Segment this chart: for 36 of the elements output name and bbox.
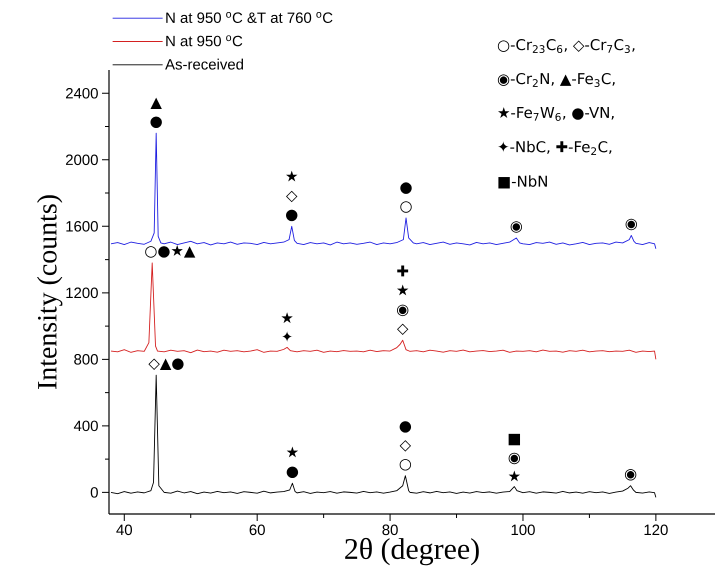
x-axis-title: 2θ (degree) <box>345 538 479 566</box>
legend-label: As-received <box>165 58 243 70</box>
annotation: ★ ✦ <box>281 312 293 342</box>
annotation: ★-Fe$_{7}$W$_{6}$, ●-VN, <box>498 107 614 121</box>
y-tick-label: 1600 <box>66 221 98 232</box>
annotation: ◉ <box>510 221 522 233</box>
x-tick-label: 80 <box>382 524 398 536</box>
line-series <box>110 262 656 360</box>
annotation: ◇▲● <box>148 358 184 370</box>
x-tick-label: 60 <box>250 524 265 536</box>
annotation: ◉ <box>626 218 637 230</box>
annotation: ★ ● <box>286 446 298 478</box>
legend-label: N at 950 $^{o}$C <box>166 35 242 46</box>
x-tick-label: 120 <box>644 524 668 536</box>
y-tick-label: 0 <box>90 487 98 498</box>
x-tick-label: 40 <box>116 524 132 536</box>
text: ○-Cr$_{23}$C$_{6}$, ◇-Cr$_{7}$C$_{3}$, <box>498 38 634 54</box>
x-tick-label: 100 <box>512 524 535 536</box>
y-tick-label: 2000 <box>66 154 98 166</box>
annotation: ● ◇ ○ <box>400 421 412 471</box>
y-tick-label: 2400 <box>66 88 98 99</box>
annotation: ✦-NbC, ✚-Fe$_{2}$C, <box>498 140 612 156</box>
annotation: ★ ◇ ● <box>286 170 298 222</box>
annotation: ▲ ● <box>150 98 162 128</box>
annotation: ◉-Cr$_{2}$N, ▲-Fe$_{3}$C, <box>498 72 615 88</box>
annotation: ○●★▲ <box>145 245 196 258</box>
y-tick-label: 400 <box>74 420 98 432</box>
annotation: ■-NbN <box>498 175 547 188</box>
annotation: ✚ ★ ◉ ◇ <box>396 266 408 336</box>
y-tick-label: 1200 <box>66 288 98 298</box>
y-axis-title: Intensity (counts) <box>37 195 62 389</box>
annotation: ◉ <box>624 469 636 481</box>
y-tick-label: 800 <box>74 354 98 365</box>
legend-label: N at 950 $^{o}$C &T at 760 $^{o}$C <box>166 12 332 23</box>
annotation: ■ ◉ ★ <box>508 434 520 482</box>
annotation: ● ○ <box>400 182 412 213</box>
